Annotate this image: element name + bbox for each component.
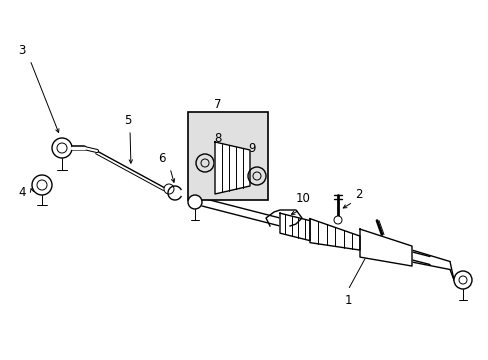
Text: 3: 3 xyxy=(18,44,26,57)
Polygon shape xyxy=(309,219,359,250)
Circle shape xyxy=(453,271,471,289)
Polygon shape xyxy=(215,142,249,194)
Text: 5: 5 xyxy=(124,113,131,126)
Circle shape xyxy=(163,184,174,194)
Circle shape xyxy=(187,195,202,209)
Text: 6: 6 xyxy=(158,152,165,165)
Polygon shape xyxy=(280,213,309,240)
Circle shape xyxy=(196,154,214,172)
Text: 8: 8 xyxy=(214,131,221,144)
Circle shape xyxy=(333,216,341,224)
Bar xyxy=(187,112,267,200)
Circle shape xyxy=(52,138,72,158)
Circle shape xyxy=(32,175,52,195)
Circle shape xyxy=(247,167,265,185)
Text: 4: 4 xyxy=(18,185,26,198)
Text: 7: 7 xyxy=(214,99,221,112)
Text: 1: 1 xyxy=(344,293,351,306)
Polygon shape xyxy=(359,229,411,266)
Text: 9: 9 xyxy=(248,141,255,154)
Text: 2: 2 xyxy=(354,189,362,202)
Text: 10: 10 xyxy=(295,192,310,204)
